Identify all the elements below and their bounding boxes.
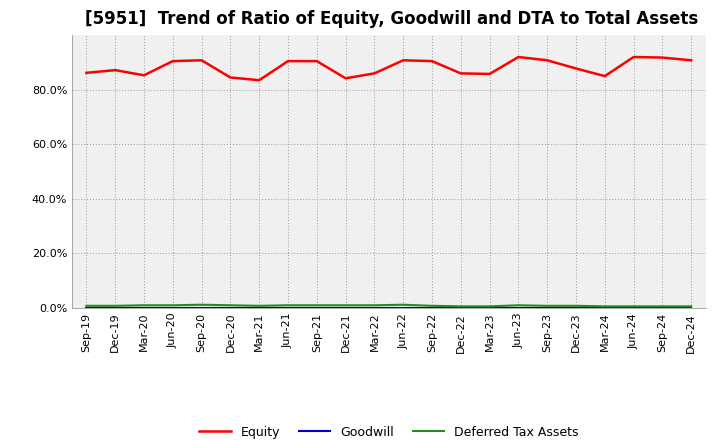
Deferred Tax Assets: [197, 302, 206, 308]
Goodwill: [341, 305, 350, 311]
Deferred Tax Assets: [111, 303, 120, 308]
Deferred Tax Assets: [399, 302, 408, 308]
Goodwill: [140, 305, 148, 311]
Text: [5951]  Trend of Ratio of Equity, Goodwill and DTA to Total Assets: [5951] Trend of Ratio of Equity, Goodwil…: [85, 10, 698, 28]
Equity: [82, 70, 91, 76]
Deferred Tax Assets: [687, 304, 696, 309]
Equity: [428, 59, 436, 64]
Goodwill: [428, 305, 436, 311]
Deferred Tax Assets: [543, 303, 552, 308]
Equity: [284, 59, 292, 64]
Goodwill: [543, 305, 552, 311]
Equity: [111, 67, 120, 73]
Deferred Tax Assets: [284, 303, 292, 308]
Goodwill: [514, 305, 523, 311]
Goodwill: [226, 305, 235, 311]
Equity: [687, 58, 696, 63]
Deferred Tax Assets: [255, 303, 264, 308]
Goodwill: [197, 305, 206, 311]
Legend: Equity, Goodwill, Deferred Tax Assets: Equity, Goodwill, Deferred Tax Assets: [194, 421, 583, 440]
Line: Deferred Tax Assets: Deferred Tax Assets: [86, 305, 691, 306]
Deferred Tax Assets: [82, 303, 91, 308]
Deferred Tax Assets: [168, 303, 177, 308]
Goodwill: [255, 305, 264, 311]
Deferred Tax Assets: [428, 303, 436, 308]
Goodwill: [168, 305, 177, 311]
Deferred Tax Assets: [514, 303, 523, 308]
Equity: [658, 55, 667, 60]
Goodwill: [82, 305, 91, 311]
Equity: [226, 75, 235, 80]
Goodwill: [312, 305, 321, 311]
Deferred Tax Assets: [370, 303, 379, 308]
Goodwill: [456, 305, 465, 311]
Equity: [600, 73, 609, 79]
Equity: [168, 59, 177, 64]
Deferred Tax Assets: [485, 304, 494, 309]
Deferred Tax Assets: [312, 303, 321, 308]
Deferred Tax Assets: [600, 304, 609, 309]
Equity: [197, 58, 206, 63]
Goodwill: [399, 305, 408, 311]
Deferred Tax Assets: [456, 304, 465, 309]
Goodwill: [485, 305, 494, 311]
Equity: [456, 71, 465, 76]
Equity: [370, 71, 379, 76]
Goodwill: [111, 305, 120, 311]
Deferred Tax Assets: [572, 303, 580, 308]
Equity: [399, 58, 408, 63]
Equity: [341, 76, 350, 81]
Equity: [572, 66, 580, 71]
Goodwill: [370, 305, 379, 311]
Goodwill: [572, 305, 580, 311]
Goodwill: [629, 305, 638, 311]
Equity: [255, 77, 264, 83]
Goodwill: [687, 305, 696, 311]
Deferred Tax Assets: [341, 303, 350, 308]
Equity: [140, 73, 148, 78]
Equity: [312, 59, 321, 64]
Deferred Tax Assets: [140, 303, 148, 308]
Goodwill: [658, 305, 667, 311]
Equity: [485, 71, 494, 77]
Equity: [629, 55, 638, 60]
Equity: [514, 55, 523, 60]
Equity: [543, 58, 552, 63]
Goodwill: [284, 305, 292, 311]
Deferred Tax Assets: [658, 304, 667, 309]
Goodwill: [600, 305, 609, 311]
Line: Equity: Equity: [86, 57, 691, 80]
Deferred Tax Assets: [629, 304, 638, 309]
Deferred Tax Assets: [226, 303, 235, 308]
